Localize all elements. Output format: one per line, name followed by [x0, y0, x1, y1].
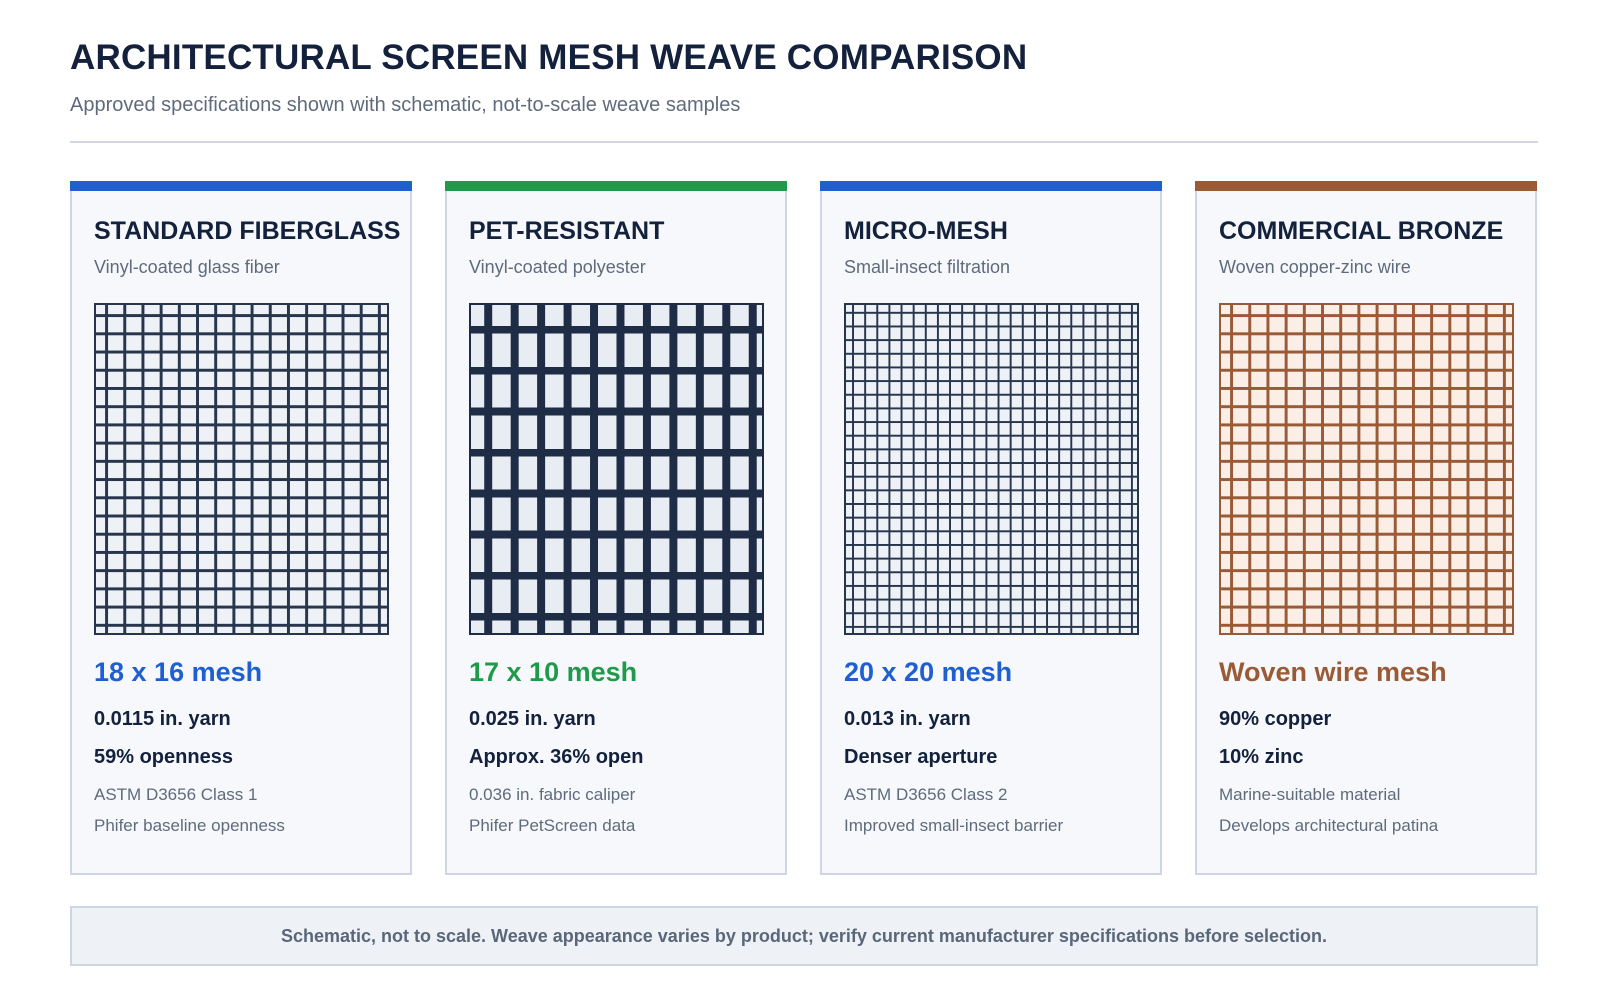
- mesh-card-grid: STANDARD FIBERGLASS Vinyl-coated glass f…: [70, 181, 1538, 875]
- card-title: COMMERCIAL BRONZE: [1219, 217, 1504, 245]
- note-secondary: Phifer PetScreen data: [469, 816, 636, 835]
- mesh-count-label: 20 x 20 mesh: [844, 657, 1013, 687]
- spec-primary: 0.0115 in. yarn: [94, 708, 231, 730]
- disclaimer-text: Schematic, not to scale. Weave appearanc…: [280, 925, 1328, 946]
- note-primary: 0.036 in. fabric caliper: [469, 785, 636, 804]
- card-title: PET-RESISTANT: [469, 217, 665, 245]
- mesh-count-label: Woven wire mesh: [1219, 657, 1447, 687]
- note-secondary: Phifer baseline openness: [94, 816, 285, 835]
- page-subtitle: Approved specifications shown with schem…: [70, 94, 741, 116]
- card-subtitle: Woven copper-zinc wire: [1219, 257, 1411, 277]
- card-accent-bar: [820, 181, 1162, 191]
- card-accent-bar: [70, 181, 412, 191]
- spec-secondary: 59% openness: [94, 746, 233, 768]
- note-secondary: Improved small-insect barrier: [844, 816, 1064, 835]
- weave-sample: [94, 303, 389, 635]
- mesh-count-label: 17 x 10 mesh: [469, 657, 638, 687]
- weave-sample: [469, 303, 764, 635]
- weave-sample: [844, 303, 1139, 635]
- spec-primary: 0.025 in. yarn: [469, 708, 596, 730]
- header-divider: [70, 141, 1538, 143]
- card-accent-bar: [445, 181, 787, 191]
- spec-secondary: Approx. 36% open: [469, 746, 644, 768]
- card-standard-fiberglass: STANDARD FIBERGLASS Vinyl-coated glass f…: [70, 181, 412, 875]
- card-commercial-bronze: COMMERCIAL BRONZE Woven copper-zinc wire…: [1195, 181, 1537, 875]
- card-micro-mesh: MICRO-MESH Small-insect filtration 20 x …: [820, 181, 1162, 875]
- note-secondary: Develops architectural patina: [1219, 816, 1439, 835]
- spec-primary: 0.013 in. yarn: [844, 708, 971, 730]
- card-accent-bar: [1195, 181, 1537, 191]
- card-title: STANDARD FIBERGLASS: [94, 217, 401, 245]
- card-pet-resistant: PET-RESISTANT Vinyl-coated polyester 17 …: [445, 181, 787, 875]
- mesh-count-label: 18 x 16 mesh: [94, 657, 263, 687]
- card-subtitle: Vinyl-coated glass fiber: [94, 257, 280, 277]
- note-primary: ASTM D3656 Class 1: [94, 785, 258, 804]
- note-primary: ASTM D3656 Class 2: [844, 785, 1008, 804]
- page-title: ARCHITECTURAL SCREEN MESH WEAVE COMPARIS…: [70, 38, 1028, 77]
- spec-secondary: 10% zinc: [1219, 746, 1304, 768]
- disclaimer-footer: Schematic, not to scale. Weave appearanc…: [70, 906, 1538, 966]
- weave-sample: [1219, 303, 1514, 635]
- card-subtitle: Vinyl-coated polyester: [469, 257, 646, 277]
- card-title: MICRO-MESH: [844, 217, 1008, 245]
- spec-secondary: Denser aperture: [844, 746, 998, 768]
- card-subtitle: Small-insect filtration: [844, 257, 1011, 277]
- note-primary: Marine-suitable material: [1219, 785, 1401, 804]
- spec-primary: 90% copper: [1219, 708, 1332, 730]
